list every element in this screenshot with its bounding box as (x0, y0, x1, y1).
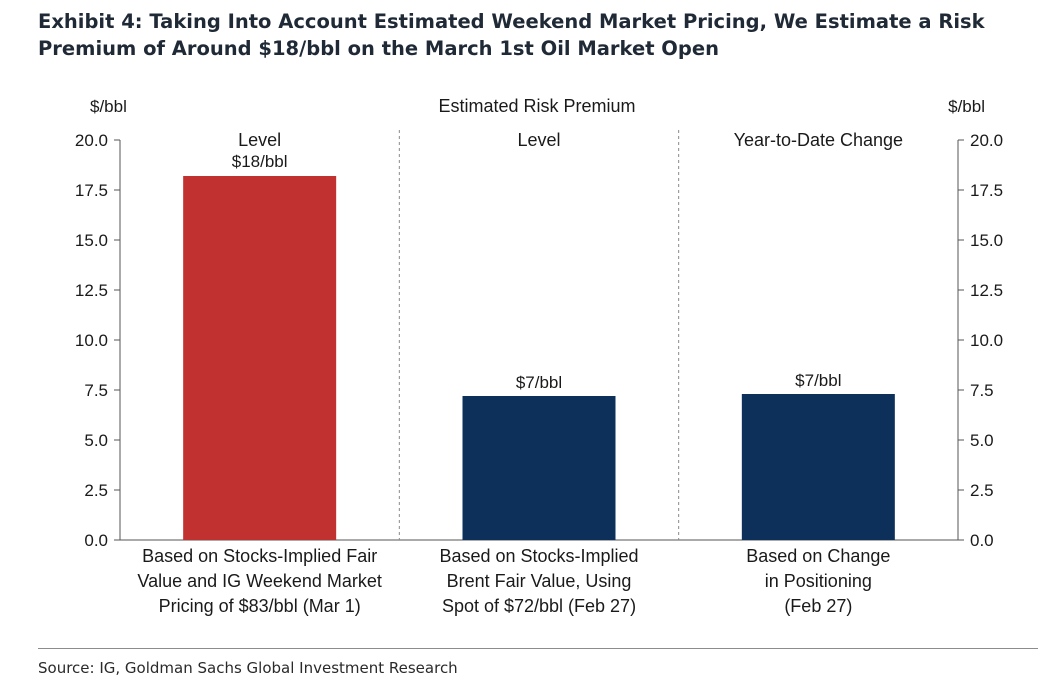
y-tick-label-left: 15.0 (75, 231, 108, 250)
bar-chart: 0.0 0.0 2.5 2.5 5.0 5.0 7.5 7.5 10.0 10.0 12.5 12.5… (75, 96, 1003, 616)
chart-title: Exhibit 4: Taking Into Account Estimated… (38, 8, 1028, 62)
y-tick-label-left: 2.5 (84, 481, 108, 500)
y-tick-label-right: 10.0 (970, 331, 1003, 350)
y-tick-label-left: 5.0 (84, 431, 108, 450)
category-label-line: Based on Stocks-Implied (439, 546, 638, 566)
category-label-line: Based on Change (746, 546, 890, 566)
category-label-line: in Positioning (765, 571, 872, 591)
chart-title-line-2: Premium of Around $18/bbl on the March 1… (38, 37, 719, 60)
bar-data-label: $7/bbl (516, 373, 562, 392)
category-label-line: Value and IG Weekend Market (137, 571, 381, 591)
bar-data-label: $18/bbl (232, 152, 288, 171)
y-tick-label-left: 20.0 (75, 131, 108, 150)
y-tick-label-right: 17.5 (970, 181, 1003, 200)
y-tick-label-right: 12.5 (970, 281, 1003, 300)
category-label-line: Brent Fair Value, Using (447, 571, 632, 591)
y-tick-label-left: 17.5 (75, 181, 108, 200)
bar (462, 396, 616, 540)
chart-title-line-1: Exhibit 4: Taking Into Account Estimated… (38, 10, 985, 33)
bar (183, 176, 337, 540)
category-label-line: Based on Stocks-Implied Fair (142, 546, 377, 566)
y-tick-label-right: 20.0 (970, 131, 1003, 150)
y-tick-label-left: 12.5 (75, 281, 108, 300)
y-axis-label-left: $/bbl (90, 97, 127, 116)
y-tick-label-right: 2.5 (970, 481, 994, 500)
chart-inner-title: Estimated Risk Premium (438, 96, 635, 116)
source-note: Source: IG, Goldman Sachs Global Investm… (38, 659, 458, 677)
source-divider (38, 648, 1038, 649)
y-tick-label-right: 15.0 (970, 231, 1003, 250)
y-tick-label-right: 0.0 (970, 531, 994, 550)
bar (741, 394, 895, 540)
y-tick-label-left: 0.0 (84, 531, 108, 550)
category-label-line: Spot of $72/bbl (Feb 27) (442, 596, 636, 616)
y-tick-label-right: 5.0 (970, 431, 994, 450)
category-label-line: Pricing of $83/bbl (Mar 1) (159, 596, 361, 616)
y-tick-label-right: 7.5 (970, 381, 994, 400)
bar-data-label: $7/bbl (795, 371, 841, 390)
y-tick-label-left: 7.5 (84, 381, 108, 400)
panel-header: Level (517, 130, 560, 150)
panel-header: Level (238, 130, 281, 150)
category-label-line: (Feb 27) (784, 596, 852, 616)
y-axis-label-right: $/bbl (948, 97, 985, 116)
y-tick-label-left: 10.0 (75, 331, 108, 350)
panel-header: Year-to-Date Change (734, 130, 903, 150)
